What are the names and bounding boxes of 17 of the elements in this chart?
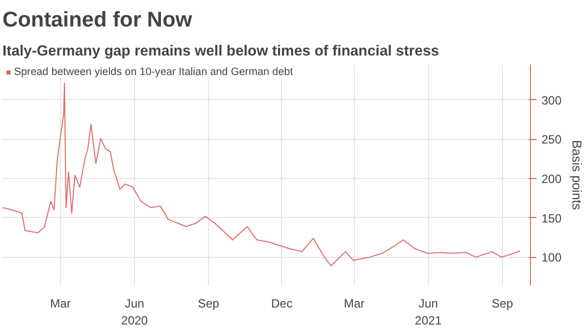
y-tick-label: 100 [542,250,562,265]
line-series [2,82,521,266]
y-tick-label: 200 [542,172,562,186]
x-tick-label: Sep [198,296,220,310]
chart-subtitle: Italy-Germany gap remains well below times of financial stress [2,44,440,60]
x-tick-label: Dec [271,296,292,310]
x-tick-label: Mar [344,296,365,310]
chart-title: Contained for Now [2,8,192,32]
x-tick-label: Jun 2020 [121,296,148,328]
y-axis-title: Basis points [570,140,585,211]
y-tick-label: 150 [542,211,562,226]
legend-label: Spread between yields on 10-year Italian and German debt [14,66,294,78]
x-tick-label: Jun 2021 [414,296,442,328]
x-tick-label: Mar [50,296,71,310]
y-tick-label: 250 [542,132,562,147]
x-tick-label: Sep [492,296,514,310]
y-tick-label: 300 [542,93,562,108]
